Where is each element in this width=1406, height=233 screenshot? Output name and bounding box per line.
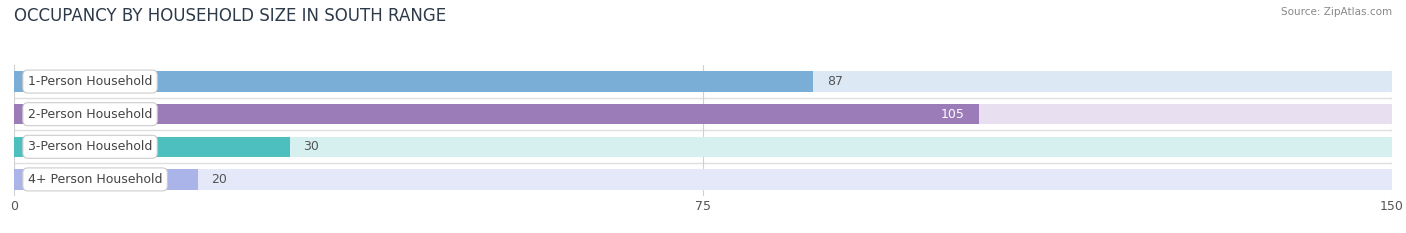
- Bar: [14, 104, 979, 124]
- Bar: [14, 137, 290, 157]
- Bar: [14, 169, 198, 189]
- Bar: [14, 72, 813, 92]
- Text: Source: ZipAtlas.com: Source: ZipAtlas.com: [1281, 7, 1392, 17]
- Text: 2-Person Household: 2-Person Household: [28, 108, 152, 121]
- Text: 30: 30: [304, 140, 319, 153]
- Text: 20: 20: [211, 173, 228, 186]
- Bar: [14, 104, 1392, 124]
- Text: 105: 105: [941, 108, 965, 121]
- Bar: [14, 169, 1392, 189]
- Text: 1-Person Household: 1-Person Household: [28, 75, 152, 88]
- Text: OCCUPANCY BY HOUSEHOLD SIZE IN SOUTH RANGE: OCCUPANCY BY HOUSEHOLD SIZE IN SOUTH RAN…: [14, 7, 446, 25]
- Text: 87: 87: [827, 75, 844, 88]
- Bar: [14, 137, 1392, 157]
- Text: 3-Person Household: 3-Person Household: [28, 140, 152, 153]
- Bar: [14, 72, 1392, 92]
- Text: 4+ Person Household: 4+ Person Household: [28, 173, 162, 186]
